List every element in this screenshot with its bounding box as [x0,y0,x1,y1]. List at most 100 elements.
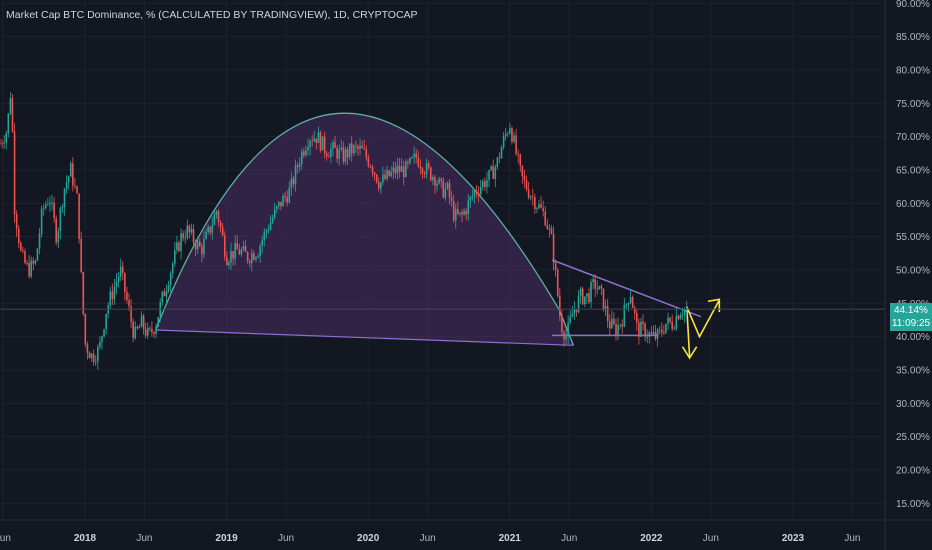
candle-body [579,288,582,296]
candle-body [446,182,449,189]
candle-body [567,322,569,337]
candle-body [338,149,341,159]
candle-body [642,321,644,324]
up-arrow-shaft [686,299,721,339]
candle-body [484,181,486,188]
candle-body [575,309,578,312]
candle-body [323,136,326,154]
candle-body [457,209,459,214]
candle-body [590,281,592,303]
candle-body [0,143,1,145]
candle-body [305,150,307,156]
x-tick-label: 2022 [640,533,663,544]
candle-body [465,210,467,215]
candle-body [57,230,60,243]
candle-body [611,318,613,329]
candle-body [350,143,353,154]
candle-body [63,188,66,208]
candle-body [463,210,465,215]
candle-body [342,147,345,162]
candle-body [475,191,478,193]
candle-body [26,262,28,264]
candle-body [34,260,37,264]
candle-body [182,233,184,239]
candle-body [546,225,549,230]
candle-body [121,266,124,273]
candle-body [573,309,576,315]
candle-body [15,214,18,229]
candle-body [5,133,8,143]
candle-body [673,328,676,330]
candle-body [346,149,349,158]
candle-body [427,163,430,168]
candle-body [36,248,39,261]
candle-body [84,313,87,345]
candle-body [246,252,249,261]
candle-body [392,167,395,172]
candle-body [482,181,484,188]
candle-body [288,187,291,203]
candle-body [394,167,397,174]
candle-body [396,165,399,174]
candle-body [517,153,519,155]
candle-body [511,128,513,142]
candle-body [205,232,207,239]
candle-body [344,149,347,162]
last-price-value: 44.14% [894,305,928,316]
candle-body [67,176,70,183]
candle-body [492,166,495,179]
candle-body [230,251,232,263]
x-tick-label: Jun [0,533,11,544]
candle-body [436,183,438,186]
candle-body [336,147,338,159]
candle-body [371,167,374,173]
candle-body [76,186,78,194]
candle-body [209,226,211,233]
y-axis: 90.00% 85.00% 80.00% 75.00% 70.00% 65.00% 60.0… [896,0,930,510]
candle-body [675,315,678,329]
candle-body [633,307,636,313]
candle-body [509,128,511,134]
candle-body [140,315,143,327]
candle-body [167,285,170,291]
candle-body [442,180,445,198]
candle-body [213,214,216,226]
x-tick-label: Jun [844,533,860,544]
candle-body [111,291,114,300]
candle-body [192,229,195,243]
candle-body [242,245,245,251]
candle-body [631,296,634,308]
candle-body [369,165,372,168]
candle-body [1,143,3,145]
candle-body [88,352,91,359]
candle-body [144,329,147,336]
candle-body [604,306,607,310]
candle-body [82,272,85,314]
candle-body [621,324,624,327]
candle-body [681,315,684,316]
candle-body [248,260,251,264]
candle-body [157,317,159,327]
candle-body [669,317,671,322]
candle-body [592,279,594,282]
candle-body [97,347,99,362]
candle-body [332,142,334,149]
candle-body [417,157,420,167]
candle-body [663,332,665,334]
candle-body [413,153,415,158]
candle-body [13,131,16,215]
candle-body [658,329,661,331]
candle-body [617,325,619,337]
candle-body [665,323,667,333]
y-tick-label: 70.00% [896,132,930,143]
candle-body [319,132,322,151]
candle-body [238,249,241,255]
candle-body [165,290,168,297]
x-tick-label: Jun [278,533,294,544]
candle-body [153,332,155,334]
candle-body [571,314,574,317]
candle-body [496,157,499,168]
candle-body [38,233,41,249]
candle-body [78,193,80,239]
candle-body [654,331,657,339]
